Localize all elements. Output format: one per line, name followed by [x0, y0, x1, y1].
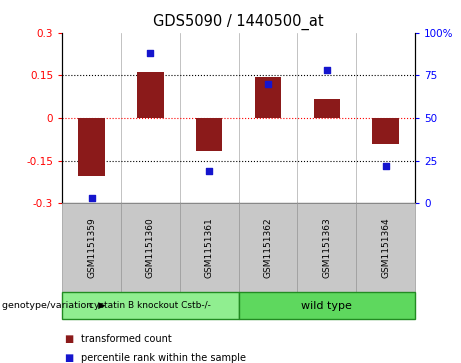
Point	[206, 168, 213, 174]
Point	[382, 163, 389, 169]
Text: GSM1151363: GSM1151363	[322, 217, 331, 278]
Bar	[255, 77, 281, 118]
Bar	[78, 118, 105, 176]
Text: GSM1151359: GSM1151359	[87, 217, 96, 278]
Text: transformed count: transformed count	[81, 334, 171, 344]
Text: ■: ■	[65, 352, 74, 363]
Text: genotype/variation  ▶: genotype/variation ▶	[2, 301, 106, 310]
Text: percentile rank within the sample: percentile rank within the sample	[81, 352, 246, 363]
Point	[323, 67, 331, 73]
Title: GDS5090 / 1440500_at: GDS5090 / 1440500_at	[153, 14, 324, 30]
Bar	[196, 118, 222, 151]
Text: GSM1151360: GSM1151360	[146, 217, 155, 278]
Text: GSM1151364: GSM1151364	[381, 217, 390, 278]
Text: cystatin B knockout Cstb-/-: cystatin B knockout Cstb-/-	[89, 301, 211, 310]
Point	[88, 195, 95, 201]
Text: GSM1151361: GSM1151361	[205, 217, 214, 278]
Point	[147, 50, 154, 56]
Bar	[137, 73, 164, 118]
Text: wild type: wild type	[301, 301, 352, 311]
Bar	[313, 99, 340, 118]
Text: ■: ■	[65, 334, 74, 344]
Point	[264, 81, 272, 87]
Bar	[372, 118, 399, 144]
Text: GSM1151362: GSM1151362	[263, 217, 272, 278]
